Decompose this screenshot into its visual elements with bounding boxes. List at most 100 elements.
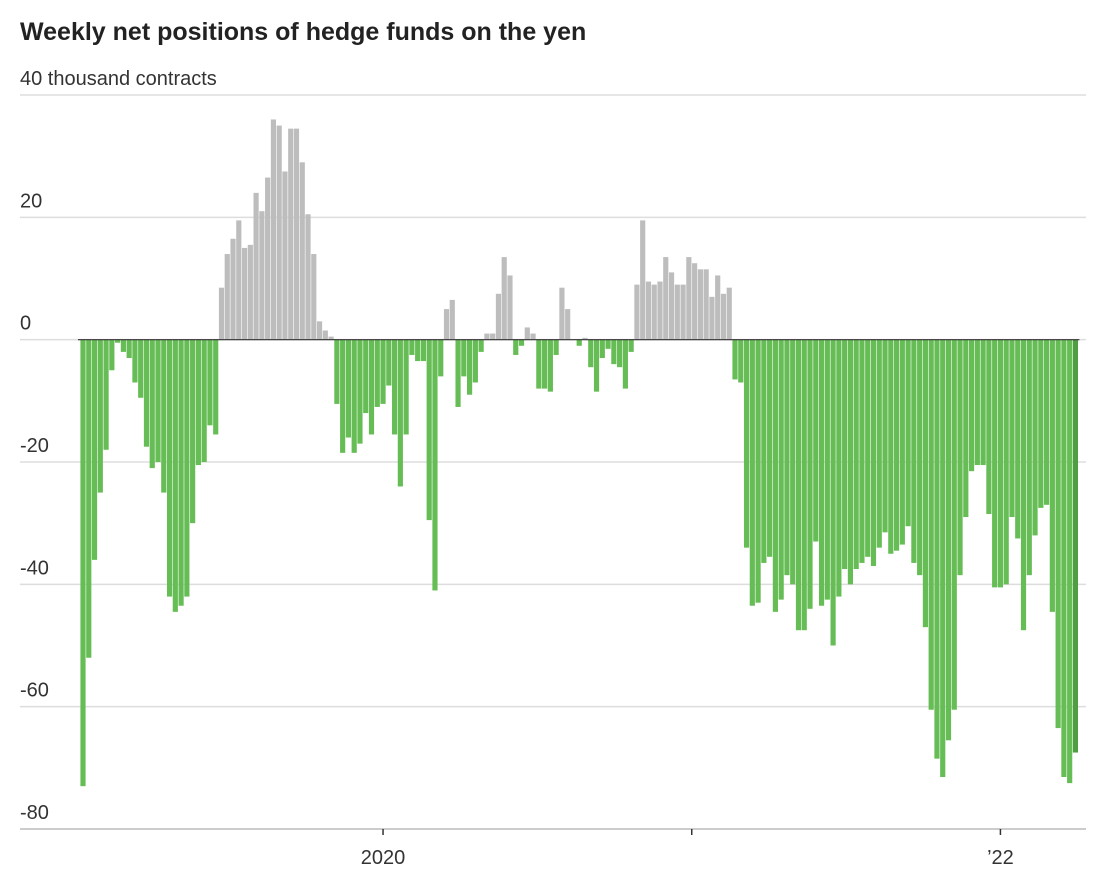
bar: [882, 339, 888, 533]
bar: [259, 211, 265, 340]
bar: [778, 339, 784, 600]
bar: [201, 339, 207, 462]
bar: [1067, 339, 1073, 784]
bar: [311, 254, 317, 340]
bar: [905, 339, 911, 527]
bar: [97, 339, 103, 493]
y-tick-label: 20: [20, 190, 42, 212]
bar: [484, 333, 490, 340]
bar: [668, 272, 675, 340]
bar: [899, 339, 905, 545]
y-tick-label: -80: [20, 802, 49, 824]
bar: [293, 128, 300, 340]
bar: [986, 339, 992, 514]
bar: [692, 263, 698, 340]
bar: [611, 339, 617, 365]
bar: [651, 284, 657, 340]
bar: [645, 281, 652, 340]
bar: [1032, 339, 1038, 536]
bar: [974, 339, 980, 466]
bar: [461, 339, 467, 377]
bar: [276, 125, 282, 340]
bar: [911, 339, 917, 563]
bar: [495, 293, 502, 340]
bar: [1061, 339, 1067, 778]
bar: [270, 119, 276, 340]
bar: [761, 339, 767, 563]
bar: [928, 339, 934, 710]
bar: [922, 339, 929, 628]
bar: [1055, 339, 1061, 729]
x-tick-label: ’22: [987, 847, 1014, 869]
bar: [357, 339, 363, 444]
bar: [328, 336, 334, 340]
bar: [767, 339, 773, 557]
bar: [1038, 339, 1044, 508]
bar: [951, 339, 957, 710]
bar: [132, 339, 138, 383]
bar: [403, 339, 409, 435]
bar: [824, 339, 830, 600]
bar: [126, 339, 132, 359]
bar: [426, 339, 432, 521]
bar: [628, 339, 634, 352]
x-tick-label: 2020: [361, 847, 406, 869]
bar: [530, 333, 536, 340]
bar: [472, 339, 478, 383]
bar: [680, 284, 686, 340]
bar: [997, 339, 1004, 588]
bar: [501, 257, 507, 340]
bar: [178, 339, 184, 606]
bar: [622, 339, 628, 389]
bar: [772, 339, 778, 612]
bar: [513, 339, 519, 355]
bar: [230, 238, 236, 340]
bar: [605, 339, 611, 349]
bar: [663, 257, 669, 340]
bar: [524, 327, 530, 340]
bar: [968, 339, 975, 472]
bar: [980, 339, 986, 466]
bar: [1026, 339, 1032, 576]
bar: [853, 339, 859, 570]
bar: [726, 287, 732, 340]
bar: [218, 287, 225, 340]
bar: [1044, 339, 1050, 505]
bar: [518, 339, 525, 346]
bar: [207, 339, 213, 426]
bar: [166, 339, 173, 597]
bar: [836, 339, 842, 597]
bar: [876, 339, 882, 548]
bar: [120, 339, 126, 352]
bar: [542, 339, 548, 389]
bar: [449, 299, 455, 340]
bar: [380, 339, 386, 404]
bar: [893, 339, 900, 551]
bar: [397, 339, 403, 487]
bar: [432, 339, 438, 591]
bar: [213, 339, 219, 435]
bar: [103, 339, 109, 450]
bar: [536, 339, 542, 389]
bar: [934, 339, 940, 759]
bar: [236, 220, 242, 340]
bar: [282, 171, 288, 340]
bar: [91, 339, 98, 560]
bar: [553, 339, 559, 355]
bar: [115, 339, 121, 343]
bar: [859, 339, 865, 563]
bar: [963, 339, 969, 518]
bar: [415, 339, 421, 362]
bar: [818, 339, 825, 606]
bar: [992, 339, 998, 588]
bar: [842, 339, 848, 570]
y-tick-label: 40 thousand contracts: [20, 68, 217, 90]
bar: [345, 339, 352, 438]
bar: [870, 339, 877, 566]
bar: [801, 339, 807, 631]
bar: [340, 339, 346, 453]
bar: [593, 339, 600, 392]
bar: [865, 339, 871, 557]
bar: [703, 269, 709, 340]
